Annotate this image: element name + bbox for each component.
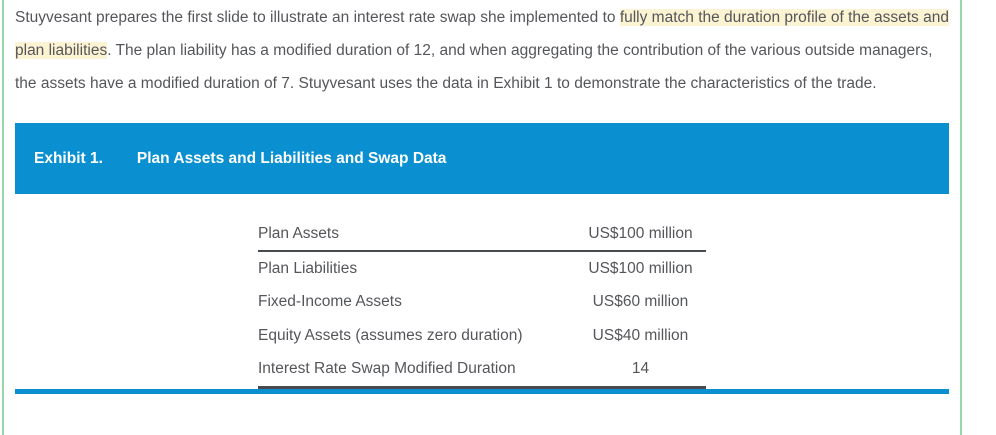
question-text-post: . The plan liability has a modified dura…: [15, 42, 933, 92]
exhibit-table: Plan Assets US$100 million Plan Liabilit…: [258, 217, 706, 389]
row-label: Plan Assets: [258, 217, 575, 252]
row-value: 14: [631, 360, 650, 378]
table-row: Plan Liabilities US$100 million: [258, 251, 706, 285]
question-panel: Stuyvesant prepares the first slide to i…: [2, 0, 962, 435]
table-row: Fixed-Income Assets US$60 million: [258, 285, 706, 319]
exhibit-header: Exhibit 1. Plan Assets and Liabilities a…: [15, 123, 949, 194]
row-label: Fixed-Income Assets: [258, 293, 402, 310]
next-section-divider: [15, 388, 949, 394]
row-value: US$60 million: [592, 293, 689, 310]
question-text: Stuyvesant prepares the first slide to i…: [15, 0, 949, 100]
exhibit-label: Exhibit 1.: [34, 149, 103, 167]
table-row: Interest Rate Swap Modified Duration 14: [258, 353, 706, 387]
row-label: Plan Liabilities: [258, 259, 358, 277]
row-value: US$100 million: [588, 259, 693, 277]
row-label: Interest Rate Swap Modified Duration: [258, 360, 516, 378]
table-row: Plan Assets US$100 million: [258, 217, 706, 252]
row-value: US$40 million: [592, 327, 689, 344]
row-value: US$100 million: [575, 217, 706, 252]
question-text-pre: Stuyvesant prepares the first slide to i…: [15, 9, 620, 26]
table-row: Equity Assets (assumes zero duration) US…: [258, 319, 706, 353]
exhibit-title: Plan Assets and Liabilities and Swap Dat…: [136, 149, 447, 167]
row-label: Equity Assets (assumes zero duration): [258, 327, 523, 344]
